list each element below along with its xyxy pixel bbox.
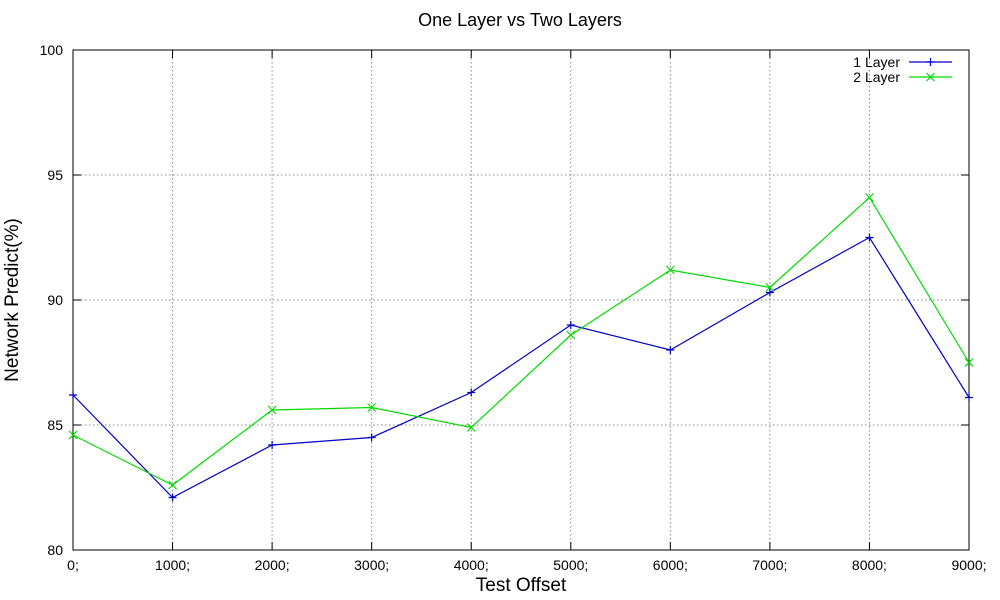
data-point-marker xyxy=(965,393,973,402)
legend-label: 1 Layer xyxy=(853,54,900,70)
x-tick-label: 7000; xyxy=(752,557,787,573)
series-1 xyxy=(69,233,973,502)
data-point-marker xyxy=(467,388,476,397)
data-point-marker xyxy=(865,233,874,242)
data-point-marker xyxy=(926,58,935,66)
series-2 xyxy=(68,193,974,490)
x-tick-label: 8000; xyxy=(852,557,887,573)
data-point-marker xyxy=(267,405,277,415)
x-tick-label: 2000; xyxy=(255,557,290,573)
x-tick-label: 9000; xyxy=(951,557,986,573)
x-tick-label: 3000; xyxy=(354,557,389,573)
x-tick-label: 5000; xyxy=(553,557,588,573)
data-point-marker xyxy=(926,72,935,82)
data-point-marker xyxy=(367,403,377,412)
x-axis-label: Test Offset xyxy=(476,575,567,596)
chart-title: One Layer vs Two Layers xyxy=(418,10,622,30)
data-point-marker xyxy=(367,433,376,442)
y-tick-label: 90 xyxy=(47,292,63,308)
x-tick-label: 4000; xyxy=(454,557,489,573)
x-tick-label: 0; xyxy=(67,557,79,573)
series-line xyxy=(72,236,970,499)
x-tick-label: 1000; xyxy=(155,557,190,573)
data-point-marker xyxy=(168,493,177,502)
data-point-marker xyxy=(466,423,476,432)
series-group xyxy=(68,193,974,502)
y-tick-label: 95 xyxy=(47,167,63,183)
data-point-marker xyxy=(168,480,177,490)
data-point-marker xyxy=(765,288,774,297)
data-point-marker xyxy=(566,321,575,329)
data-point-marker xyxy=(566,330,576,340)
data-point-marker xyxy=(69,391,77,399)
series-line xyxy=(72,196,970,486)
legend-label: 2 Layer xyxy=(853,69,900,85)
data-point-marker xyxy=(865,193,874,202)
data-point-marker xyxy=(68,430,78,440)
y-tick-label: 100 xyxy=(40,42,64,58)
y-tick-label: 85 xyxy=(47,417,63,433)
y-axis-label: Network Predict(%) xyxy=(2,218,23,382)
data-point-marker xyxy=(268,441,277,449)
x-tick-label: 6000; xyxy=(653,557,688,573)
data-point-marker xyxy=(666,346,675,354)
data-point-marker xyxy=(765,283,775,292)
grid xyxy=(73,50,969,550)
y-tick-label: 80 xyxy=(47,542,63,558)
data-point-marker xyxy=(964,358,974,367)
data-point-marker xyxy=(665,265,675,275)
